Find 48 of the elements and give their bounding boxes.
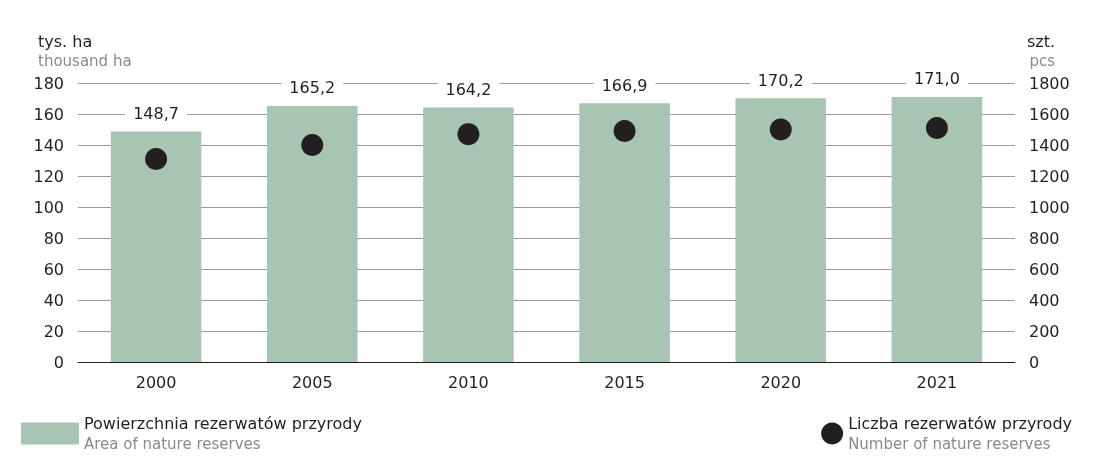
point (613, 120, 636, 143)
legend-label: Powierzchnia rezerwatów przyrody Area of nature reserves (84, 414, 362, 453)
x-tick-label: 2005 (291, 372, 333, 392)
y2-tick-label: 400 (1029, 290, 1060, 310)
bar (579, 103, 670, 362)
y-tick-label: 180 (33, 73, 64, 93)
y-tick-label: 40 (43, 290, 64, 310)
y-tick-label: 0 (53, 352, 64, 372)
point (301, 134, 324, 156)
data-label: 148,7 (133, 104, 179, 124)
point (457, 123, 480, 146)
bar (735, 98, 827, 362)
y-tick-label: 120 (33, 166, 64, 186)
point (145, 147, 168, 170)
y2-tick-label: 0 (1029, 352, 1040, 372)
data-label: 165,2 (289, 78, 336, 98)
x-tick-label: 2000 (135, 372, 177, 392)
legend-label: Liczba rezerwatów przyrody Number of nature reserves (848, 414, 1072, 453)
y2-tick-label: 800 (1029, 228, 1060, 248)
y2-tick-label: 200 (1029, 321, 1060, 341)
y2-axis-title: szt. pcs (1026, 31, 1056, 70)
y2-tick-label: 600 (1029, 259, 1060, 279)
x-tick-label: 2015 (604, 372, 645, 392)
x-tick-label: 2010 (448, 372, 489, 392)
data-label: 166,9 (601, 75, 648, 95)
bar (423, 107, 514, 362)
y-tick-label: 80 (43, 228, 64, 248)
data-label: 170,2 (757, 70, 804, 90)
y-axis-title: tys. ha thousand ha (38, 31, 132, 70)
bar (110, 131, 202, 362)
y2-tick-label: 1600 (1029, 104, 1070, 124)
data-label: 164,2 (445, 79, 492, 99)
bar (266, 105, 358, 362)
point (925, 116, 948, 139)
y-tick-label: 60 (43, 259, 64, 279)
point (769, 118, 792, 141)
y-tick-label: 140 (33, 135, 64, 155)
bar (891, 96, 983, 362)
data-label: 171,0 (914, 69, 960, 89)
y2-tick-label: 1800 (1029, 73, 1070, 93)
y-tick-label: 160 (33, 104, 64, 124)
y-tick-label: 20 (43, 321, 64, 341)
y2-tick-label: 1400 (1029, 135, 1070, 155)
y2-tick-label: 1200 (1029, 166, 1070, 186)
y2-tick-label: 1000 (1029, 197, 1070, 217)
x-tick-label: 2020 (760, 372, 802, 392)
y-tick-label: 100 (33, 197, 64, 217)
x-tick-label: 2021 (916, 372, 958, 392)
